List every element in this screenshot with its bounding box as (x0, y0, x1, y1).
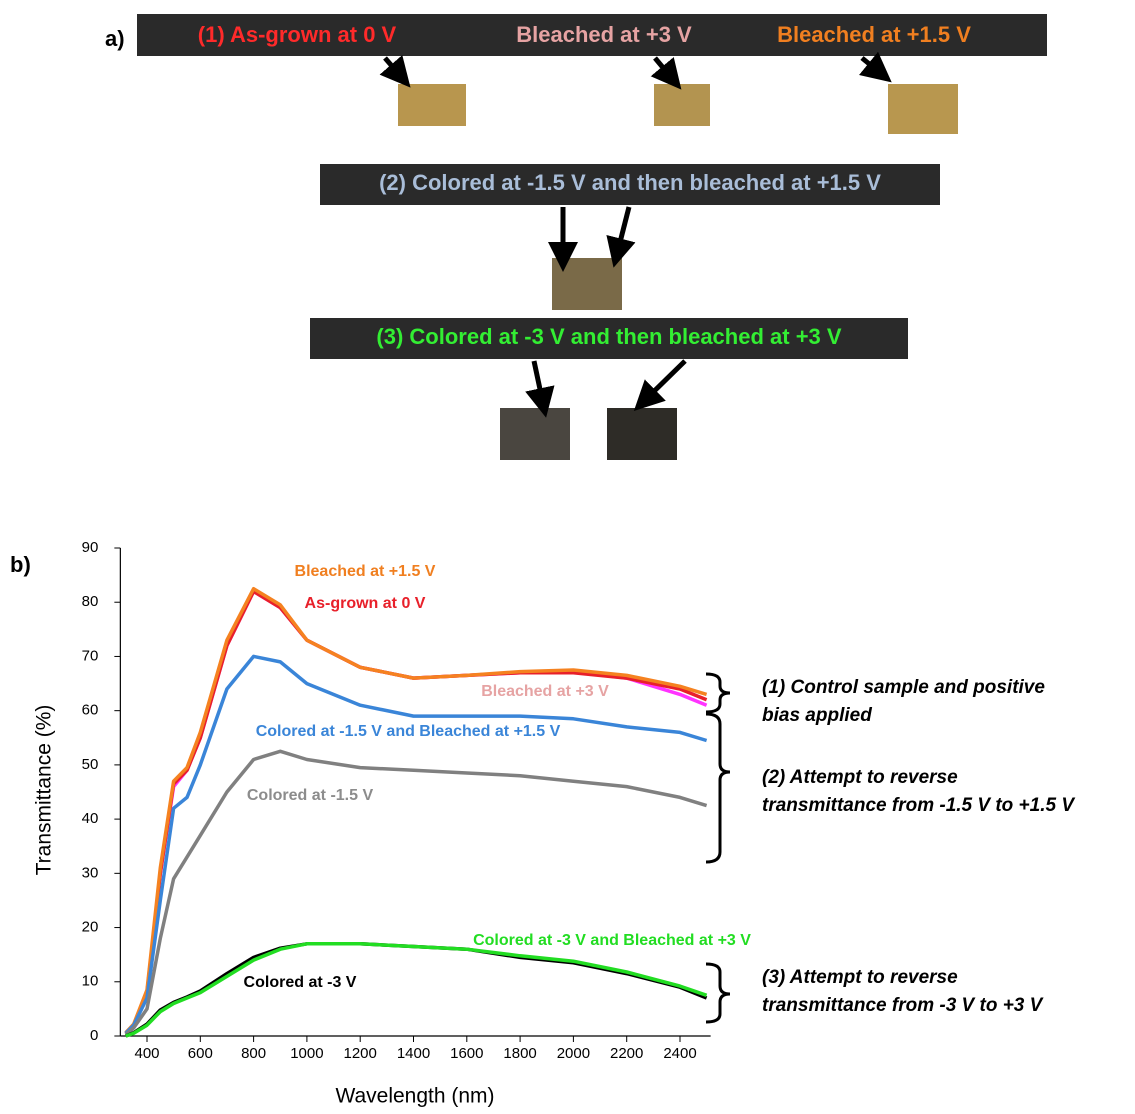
y-tick-label: 50 (82, 756, 99, 773)
bar-label: Bleached at +3 V (516, 22, 692, 47)
series-line (126, 944, 707, 1036)
sample-photo (500, 408, 570, 460)
bar-label: (2) Colored at -1.5 V and then bleached … (379, 170, 881, 195)
annotation: bias applied (762, 705, 872, 726)
annotation: (2) Attempt to reverse (762, 767, 958, 788)
series-label: As-grown at 0 V (305, 595, 426, 612)
y-tick-label: 40 (82, 810, 99, 827)
x-tick-label: 800 (241, 1045, 266, 1062)
sample-photo (654, 84, 710, 126)
series-label: Bleached at +1.5 V (295, 563, 436, 580)
x-tick-label: 600 (188, 1045, 213, 1062)
series-line (126, 751, 707, 1034)
x-tick-label: 400 (134, 1045, 159, 1062)
y-tick-label: 90 (82, 539, 99, 556)
sample-photo (888, 84, 958, 134)
x-tick-label: 1200 (344, 1045, 377, 1062)
braces (706, 674, 730, 1022)
y-axis-title: Transmittance (%) (33, 705, 56, 876)
x-tick-label: 2200 (610, 1045, 643, 1062)
x-tick-label: 1600 (450, 1045, 483, 1062)
annotation: (1) Control sample and positive (762, 677, 1045, 698)
series-label: Colored at -3 V (244, 974, 357, 991)
annotation: transmittance from -3 V to +3 V (762, 995, 1044, 1016)
series-label: Colored at -1.5 V (247, 787, 374, 804)
series-label: Bleached at +3 V (481, 683, 609, 700)
sample-photo (552, 258, 622, 310)
bar-label: (3) Colored at -3 V and then bleached at… (376, 324, 841, 349)
annotation: transmittance from -1.5 V to +1.5 V (762, 795, 1075, 816)
panel-label: a) (105, 26, 125, 51)
bar-label: (1) As-grown at 0 V (198, 22, 397, 47)
y-tick-label: 80 (82, 593, 99, 610)
sample-photo (607, 408, 677, 460)
y-tick-label: 10 (82, 973, 99, 990)
x-axis-title: Wavelength (nm) (335, 1085, 494, 1108)
y-tick-label: 20 (82, 919, 99, 936)
y-tick-label: 30 (82, 864, 99, 881)
x-tick-label: 2000 (557, 1045, 590, 1062)
y-tick-label: 70 (82, 647, 99, 664)
x-tick-label: 2400 (663, 1045, 696, 1062)
figure: a) b) (1) As-grown at 0 V Bleached at +3 … (0, 0, 1135, 1109)
series-line (126, 656, 707, 1033)
annotation: (3) Attempt to reverse (762, 967, 958, 988)
series-line (126, 589, 707, 1033)
series-label: Colored at -1.5 V and Bleached at +1.5 V (256, 723, 561, 740)
x-tick-label: 1400 (397, 1045, 430, 1062)
bar-label: Bleached at +1.5 V (777, 22, 971, 47)
panel-label: b) (10, 552, 31, 577)
y-tick-label: 0 (90, 1027, 98, 1044)
sample-photo (398, 84, 466, 126)
series-line (126, 944, 707, 1036)
y-tick-label: 60 (82, 702, 99, 719)
x-tick-label: 1000 (290, 1045, 323, 1062)
x-tick-label: 1800 (503, 1045, 536, 1062)
series-label: Colored at -3 V and Bleached at +3 V (473, 932, 751, 949)
